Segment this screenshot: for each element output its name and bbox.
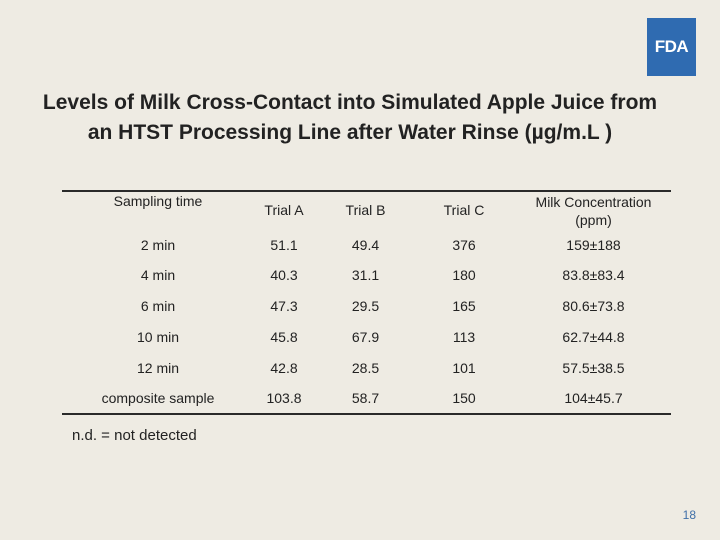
header-trial-a: Trial A bbox=[264, 202, 304, 218]
fda-logo-text: FDA bbox=[654, 37, 689, 56]
row-1-milk-concentration: 159±188 bbox=[566, 237, 621, 253]
row-5-milk-concentration: 57.5±38.5 bbox=[562, 360, 625, 376]
footnote: n.d. = not detected bbox=[72, 427, 197, 444]
row-3-trial-b: 29.5 bbox=[351, 298, 380, 314]
row-2-sampling-time: 4 min bbox=[140, 267, 176, 283]
row-5-trial-c: 101 bbox=[452, 360, 476, 376]
slide-title: Levels of Milk Cross-Contact into Simula… bbox=[42, 91, 658, 144]
row-2-trial-c: 180 bbox=[452, 267, 476, 283]
row-4-trial-b: 67.9 bbox=[351, 329, 380, 345]
row-4-trial-c: 113 bbox=[452, 329, 476, 345]
row-6-trial-b: 58.7 bbox=[351, 390, 380, 406]
row-2-trial-b: 31.1 bbox=[351, 267, 380, 283]
row-5-trial-a: 42.8 bbox=[270, 360, 298, 376]
fda-logo: FDA bbox=[647, 18, 696, 76]
row-4-trial-a: 45.8 bbox=[270, 329, 298, 345]
row-6-sampling-time: composite sample bbox=[101, 390, 215, 406]
row-1-trial-b: 49.4 bbox=[351, 237, 380, 253]
row-5-trial-b: 28.5 bbox=[351, 360, 380, 376]
row-2-milk-concentration: 83.8±83.4 bbox=[562, 267, 625, 283]
header-sampling-time: Sampling time bbox=[113, 193, 203, 209]
table-bottom-rule bbox=[62, 413, 671, 415]
row-2-trial-a: 40.3 bbox=[270, 267, 298, 283]
row-3-sampling-time: 6 min bbox=[140, 298, 176, 314]
header-milk-concentration: Milk Concentration (ppm) bbox=[535, 194, 652, 228]
header-trial-c: Trial C bbox=[443, 202, 485, 218]
row-6-trial-a: 103.8 bbox=[266, 390, 302, 406]
row-3-trial-c: 165 bbox=[452, 298, 476, 314]
row-1-trial-c: 376 bbox=[452, 237, 476, 253]
row-4-milk-concentration: 62.7±44.8 bbox=[562, 329, 625, 345]
row-3-trial-a: 47.3 bbox=[270, 298, 298, 314]
row-3-milk-concentration: 80.6±73.8 bbox=[562, 298, 625, 314]
header-trial-b: Trial B bbox=[345, 202, 386, 218]
table-top-rule bbox=[62, 190, 671, 192]
row-6-trial-c: 150 bbox=[452, 390, 476, 406]
page-number: 18 bbox=[682, 508, 696, 522]
row-5-sampling-time: 12 min bbox=[136, 360, 180, 376]
row-4-sampling-time: 10 min bbox=[136, 329, 180, 345]
row-6-milk-concentration: 104±45.7 bbox=[564, 390, 623, 406]
row-1-sampling-time: 2 min bbox=[140, 237, 176, 253]
row-1-trial-a: 51.1 bbox=[270, 237, 298, 253]
